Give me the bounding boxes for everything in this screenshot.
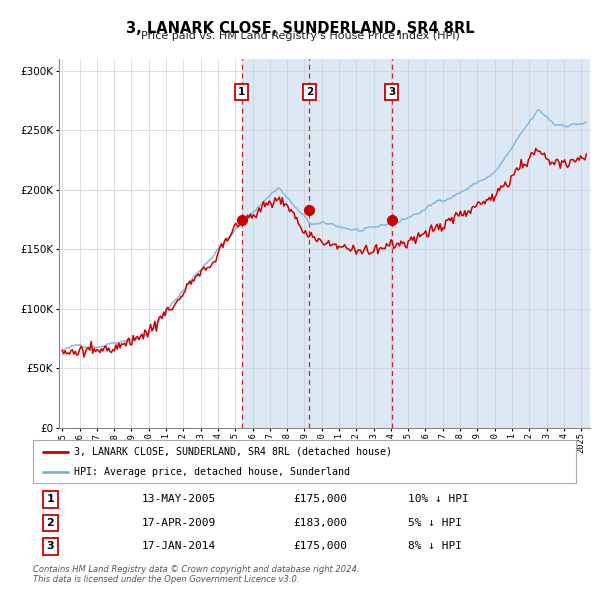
Text: 13-MAY-2005: 13-MAY-2005 bbox=[142, 494, 216, 504]
Text: 3, LANARK CLOSE, SUNDERLAND, SR4 8RL: 3, LANARK CLOSE, SUNDERLAND, SR4 8RL bbox=[125, 21, 475, 35]
Text: 5% ↓ HPI: 5% ↓ HPI bbox=[407, 518, 461, 528]
Text: 17-APR-2009: 17-APR-2009 bbox=[142, 518, 216, 528]
Text: 3, LANARK CLOSE, SUNDERLAND, SR4 8RL (detached house): 3, LANARK CLOSE, SUNDERLAND, SR4 8RL (de… bbox=[74, 447, 392, 457]
Text: 8% ↓ HPI: 8% ↓ HPI bbox=[407, 541, 461, 551]
Text: 3: 3 bbox=[47, 541, 54, 551]
Text: 1: 1 bbox=[238, 87, 245, 97]
Text: 17-JAN-2014: 17-JAN-2014 bbox=[142, 541, 216, 551]
Text: 2: 2 bbox=[47, 518, 54, 528]
Text: HPI: Average price, detached house, Sunderland: HPI: Average price, detached house, Sund… bbox=[74, 467, 350, 477]
FancyBboxPatch shape bbox=[33, 440, 576, 483]
Text: This data is licensed under the Open Government Licence v3.0.: This data is licensed under the Open Gov… bbox=[33, 575, 299, 584]
Text: 2: 2 bbox=[306, 87, 313, 97]
Text: £175,000: £175,000 bbox=[293, 541, 347, 551]
Text: 10% ↓ HPI: 10% ↓ HPI bbox=[407, 494, 469, 504]
Text: £183,000: £183,000 bbox=[293, 518, 347, 528]
Text: 1: 1 bbox=[47, 494, 54, 504]
Text: Price paid vs. HM Land Registry's House Price Index (HPI): Price paid vs. HM Land Registry's House … bbox=[140, 31, 460, 41]
Text: 3: 3 bbox=[388, 87, 395, 97]
Bar bbox=[242, 59, 590, 428]
Text: Contains HM Land Registry data © Crown copyright and database right 2024.: Contains HM Land Registry data © Crown c… bbox=[33, 565, 359, 573]
Text: £175,000: £175,000 bbox=[293, 494, 347, 504]
